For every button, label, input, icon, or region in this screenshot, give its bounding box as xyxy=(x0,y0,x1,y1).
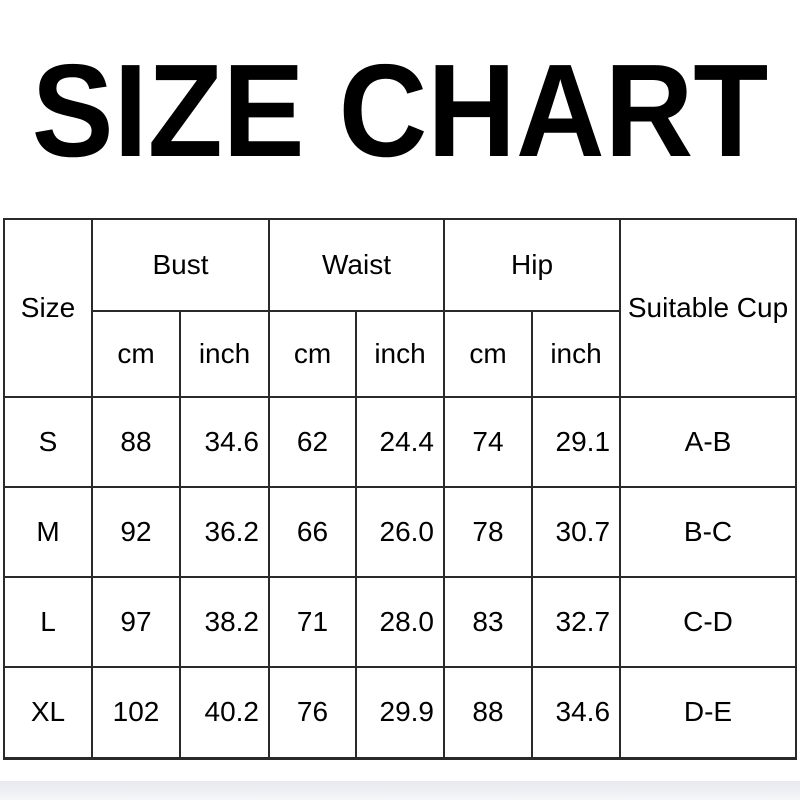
table-row-size-m: M 92 36.2 66 26.0 78 30.7 B-C xyxy=(3,486,798,578)
bottom-shadow-band xyxy=(0,781,800,800)
size-cell: M xyxy=(3,486,93,578)
subheader-bust-cm: cm xyxy=(91,310,181,398)
table-header-row-units: cm inch cm inch cm inch xyxy=(4,310,796,398)
subheader-waist-cm: cm xyxy=(268,310,357,398)
bust-cm-cell: 92 xyxy=(91,486,181,578)
waist-inch-cell: 29.9 xyxy=(355,666,445,759)
size-cell: S xyxy=(3,396,93,488)
col-header-hip: Hip xyxy=(442,218,622,312)
page-title: SIZE CHART xyxy=(31,37,769,184)
bust-inch-cell: 34.6 xyxy=(179,396,270,488)
bust-cm-cell: 102 xyxy=(91,666,181,759)
table-row-size-xl: XL 102 40.2 76 29.9 88 34.6 D-E xyxy=(3,666,798,759)
size-cell: XL xyxy=(3,666,93,759)
hip-inch-cell: 30.7 xyxy=(530,486,622,578)
hip-cm-cell: 78 xyxy=(443,486,533,578)
waist-inch-cell: 24.4 xyxy=(355,396,445,488)
subheader-hip-cm: cm xyxy=(443,310,533,398)
waist-cm-cell: 71 xyxy=(268,576,357,668)
bust-inch-cell: 36.2 xyxy=(179,486,270,578)
col-header-size: Size xyxy=(3,218,93,398)
hip-cm-cell: 83 xyxy=(443,576,533,668)
table-header-row-groups: Size Bust Waist Hip Suitable Cup xyxy=(3,218,798,398)
hip-inch-cell: 32.7 xyxy=(530,576,622,668)
bust-cm-cell: 97 xyxy=(91,576,181,668)
waist-inch-cell: 26.0 xyxy=(355,486,445,578)
col-header-waist: Waist xyxy=(268,218,445,312)
waist-cm-cell: 66 xyxy=(268,486,357,578)
waist-inch-cell: 28.0 xyxy=(355,576,445,668)
size-cell: L xyxy=(3,576,93,668)
bust-inch-cell: 40.2 xyxy=(179,666,270,759)
suitable-cup-cell: D-E xyxy=(619,666,798,759)
bust-cm-cell: 88 xyxy=(91,396,181,488)
col-header-suitable-cup: Suitable Cup xyxy=(619,218,798,398)
table-row-size-s: S 88 34.6 62 24.4 74 29.1 A-B xyxy=(3,396,798,488)
suitable-cup-cell: A-B xyxy=(619,396,798,488)
waist-cm-cell: 62 xyxy=(268,396,357,488)
suitable-cup-cell: B-C xyxy=(619,486,798,578)
hip-cm-cell: 88 xyxy=(443,666,533,759)
bust-inch-cell: 38.2 xyxy=(179,576,270,668)
subheader-waist-inch: inch xyxy=(355,310,445,398)
table-row-size-l: L 97 38.2 71 28.0 83 32.7 C-D xyxy=(3,576,798,668)
hip-inch-cell: 29.1 xyxy=(530,396,622,488)
hip-cm-cell: 74 xyxy=(443,396,533,488)
suitable-cup-cell: C-D xyxy=(619,576,798,668)
hip-inch-cell: 34.6 xyxy=(530,666,622,759)
subheader-bust-inch: inch xyxy=(179,310,270,398)
waist-cm-cell: 76 xyxy=(268,666,357,759)
size-chart-table: Size Bust Waist Hip Suitable Cup cm inch… xyxy=(3,218,798,760)
col-header-bust: Bust xyxy=(91,218,270,312)
subheader-hip-inch: inch xyxy=(530,310,622,398)
